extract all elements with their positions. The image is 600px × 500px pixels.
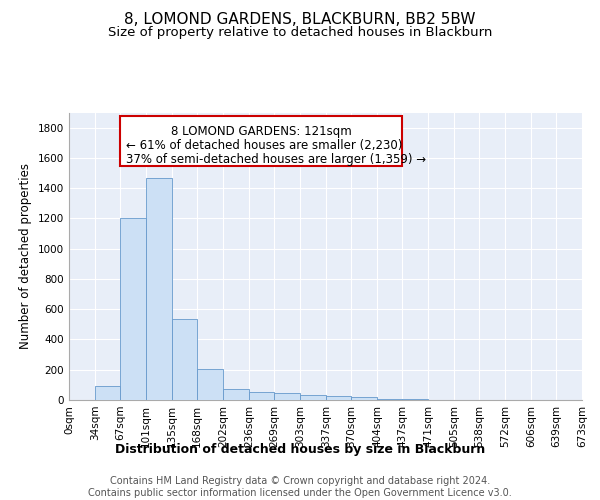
Text: Size of property relative to detached houses in Blackburn: Size of property relative to detached ho… bbox=[108, 26, 492, 39]
Bar bbox=[249, 392, 274, 400]
Bar bbox=[95, 386, 120, 400]
Bar bbox=[197, 369, 223, 400]
Bar bbox=[223, 390, 249, 400]
Text: 8 LOMOND GARDENS: 121sqm: 8 LOMOND GARDENS: 121sqm bbox=[171, 124, 352, 138]
Bar bbox=[402, 399, 428, 400]
Bar bbox=[377, 399, 402, 400]
Bar bbox=[300, 394, 326, 400]
Text: Contains HM Land Registry data © Crown copyright and database right 2024.
Contai: Contains HM Land Registry data © Crown c… bbox=[88, 476, 512, 498]
Bar bbox=[351, 397, 377, 400]
Bar bbox=[274, 393, 300, 400]
Y-axis label: Number of detached properties: Number of detached properties bbox=[19, 163, 32, 350]
FancyBboxPatch shape bbox=[120, 116, 402, 166]
Text: ← 61% of detached houses are smaller (2,230): ← 61% of detached houses are smaller (2,… bbox=[126, 139, 403, 152]
Bar bbox=[146, 178, 172, 400]
Text: 37% of semi-detached houses are larger (1,359) →: 37% of semi-detached houses are larger (… bbox=[126, 154, 426, 166]
Text: Distribution of detached houses by size in Blackburn: Distribution of detached houses by size … bbox=[115, 442, 485, 456]
Text: 8, LOMOND GARDENS, BLACKBURN, BB2 5BW: 8, LOMOND GARDENS, BLACKBURN, BB2 5BW bbox=[124, 12, 476, 28]
Bar bbox=[120, 218, 146, 400]
Bar bbox=[172, 319, 197, 400]
Bar bbox=[326, 396, 351, 400]
